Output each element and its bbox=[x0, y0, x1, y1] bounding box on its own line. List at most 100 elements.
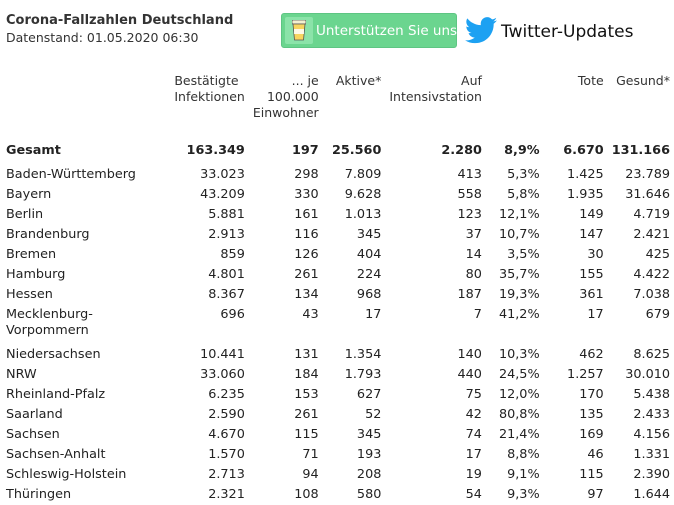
cell-active: 1.793 bbox=[344, 367, 382, 382]
cell-active: 404 bbox=[356, 247, 382, 262]
state-name: Hessen bbox=[6, 287, 53, 302]
cell-icu-pct: 80,8% bbox=[498, 407, 540, 422]
cell-confirmed: 4.801 bbox=[208, 267, 245, 282]
cell-confirmed: 10.441 bbox=[200, 347, 245, 362]
cell-icu: 75 bbox=[465, 387, 482, 402]
support-us-button[interactable]: Unterstützen Sie uns bbox=[281, 13, 457, 48]
total-per-100k: 197 bbox=[291, 143, 319, 158]
cell-deaths: 155 bbox=[579, 267, 604, 282]
table-row: Rheinland-Pfalz 6.235 153 627 75 12,0% 170 5.43… bbox=[2, 385, 674, 405]
cell-confirmed: 8.367 bbox=[208, 287, 245, 302]
cell-recovered: 4.422 bbox=[633, 267, 670, 282]
table-row: Brandenburg 2.913 116 345 37 10,7% 147 2.421 bbox=[2, 225, 674, 245]
table-row: Baden-Württemberg 33.023 298 7.809 413 5,3% 1.… bbox=[2, 165, 674, 185]
header-confirmed: Bestätigte Infektionen bbox=[174, 73, 245, 104]
cell-confirmed: 859 bbox=[220, 247, 245, 262]
coffee-cup-icon bbox=[285, 17, 313, 44]
cell-per-100k: 115 bbox=[294, 427, 319, 442]
total-recovered: 131.166 bbox=[611, 143, 670, 158]
cell-icu-pct: 10,7% bbox=[498, 227, 540, 242]
state-name: Mecklenburg- Vorpommern bbox=[6, 307, 93, 338]
twitter-updates-label: Twitter-Updates bbox=[501, 22, 634, 42]
cell-icu: 80 bbox=[465, 267, 482, 282]
cell-active: 627 bbox=[356, 387, 382, 402]
cell-per-100k: 94 bbox=[302, 467, 319, 482]
cell-icu-pct: 10,3% bbox=[498, 347, 540, 362]
cell-icu: 187 bbox=[457, 287, 482, 302]
cell-icu-pct: 9,1% bbox=[507, 467, 540, 482]
cell-icu-pct: 9,3% bbox=[507, 487, 540, 502]
cell-confirmed: 2.321 bbox=[208, 487, 245, 502]
cell-per-100k: 261 bbox=[294, 267, 319, 282]
state-name: Bayern bbox=[6, 187, 52, 202]
total-active: 25.560 bbox=[331, 143, 382, 158]
cell-confirmed: 1.570 bbox=[208, 447, 245, 462]
cell-confirmed: 2.913 bbox=[208, 227, 245, 242]
cell-confirmed: 2.713 bbox=[208, 467, 245, 482]
cell-deaths: 1.425 bbox=[567, 167, 604, 182]
support-button-label: Unterstützen Sie uns bbox=[316, 23, 458, 39]
state-name: Baden-Württemberg bbox=[6, 167, 136, 182]
cell-per-100k: 108 bbox=[294, 487, 319, 502]
state-name: Niedersachsen bbox=[6, 347, 101, 362]
cell-deaths: 46 bbox=[587, 447, 604, 462]
cell-deaths: 30 bbox=[587, 247, 604, 262]
cell-per-100k: 261 bbox=[294, 407, 319, 422]
cell-icu: 17 bbox=[465, 447, 482, 462]
cell-icu-pct: 12,0% bbox=[498, 387, 540, 402]
cell-per-100k: 298 bbox=[294, 167, 319, 182]
state-name: Brandenburg bbox=[6, 227, 90, 242]
cell-deaths: 97 bbox=[587, 487, 604, 502]
cell-icu: 413 bbox=[457, 167, 482, 182]
page-title: Corona-Fallzahlen Deutschland bbox=[6, 13, 234, 28]
cell-recovered: 679 bbox=[645, 307, 670, 322]
table-row: Saarland 2.590 261 52 42 80,8% 135 2.433 bbox=[2, 405, 674, 425]
cell-active: 345 bbox=[356, 227, 382, 242]
cell-icu: 123 bbox=[457, 207, 482, 222]
cell-deaths: 17 bbox=[587, 307, 604, 322]
cell-recovered: 2.421 bbox=[633, 227, 670, 242]
state-name: NRW bbox=[6, 367, 37, 382]
cell-recovered: 4.156 bbox=[633, 427, 670, 442]
state-name: Sachsen bbox=[6, 427, 60, 442]
state-name: Schleswig-Holstein bbox=[6, 467, 127, 482]
header-icu: Auf Intensivstation bbox=[389, 73, 482, 104]
cell-recovered: 5.438 bbox=[633, 387, 670, 402]
cell-icu-pct: 3,5% bbox=[507, 247, 540, 262]
state-name: Saarland bbox=[6, 407, 63, 422]
cell-deaths: 170 bbox=[579, 387, 604, 402]
cell-active: 580 bbox=[356, 487, 382, 502]
header-active: Aktive* bbox=[335, 73, 382, 88]
cell-per-100k: 161 bbox=[294, 207, 319, 222]
total-row: Gesamt 163.349 197 25.560 2.280 8,9% 6.6… bbox=[2, 131, 674, 165]
cell-recovered: 23.789 bbox=[625, 167, 670, 182]
cell-per-100k: 330 bbox=[294, 187, 319, 202]
cell-icu: 14 bbox=[465, 247, 482, 262]
cell-active: 7.809 bbox=[344, 167, 382, 182]
table-row: Hessen 8.367 134 968 187 19,3% 361 7.038 bbox=[2, 285, 674, 305]
cell-deaths: 361 bbox=[579, 287, 604, 302]
cell-active: 1.013 bbox=[344, 207, 382, 222]
cell-deaths: 135 bbox=[579, 407, 604, 422]
cell-active: 208 bbox=[356, 467, 382, 482]
table-row: Mecklenburg- Vorpommern 696 43 17 7 41,2% 17 679 bbox=[2, 305, 674, 345]
cell-confirmed: 696 bbox=[220, 307, 245, 322]
state-name: Hamburg bbox=[6, 267, 66, 282]
cell-icu: 7 bbox=[473, 307, 482, 322]
cell-active: 1.354 bbox=[344, 347, 382, 362]
header-recovered: Gesund* bbox=[616, 73, 670, 88]
state-name: Bremen bbox=[6, 247, 57, 262]
cell-recovered: 1.644 bbox=[633, 487, 670, 502]
cell-active: 52 bbox=[365, 407, 382, 422]
cell-recovered: 2.433 bbox=[633, 407, 670, 422]
cell-confirmed: 33.023 bbox=[200, 167, 245, 182]
table-row: Hamburg 4.801 261 224 80 35,7% 155 4.422 bbox=[2, 265, 674, 285]
cell-icu-pct: 8,8% bbox=[507, 447, 540, 462]
cell-deaths: 147 bbox=[579, 227, 604, 242]
cell-recovered: 31.646 bbox=[625, 187, 670, 202]
total-icu: 2.280 bbox=[441, 143, 482, 158]
header-icu-pct bbox=[486, 71, 544, 131]
state-name: Berlin bbox=[6, 207, 44, 222]
cell-icu: 54 bbox=[465, 487, 482, 502]
cell-recovered: 425 bbox=[645, 247, 670, 262]
